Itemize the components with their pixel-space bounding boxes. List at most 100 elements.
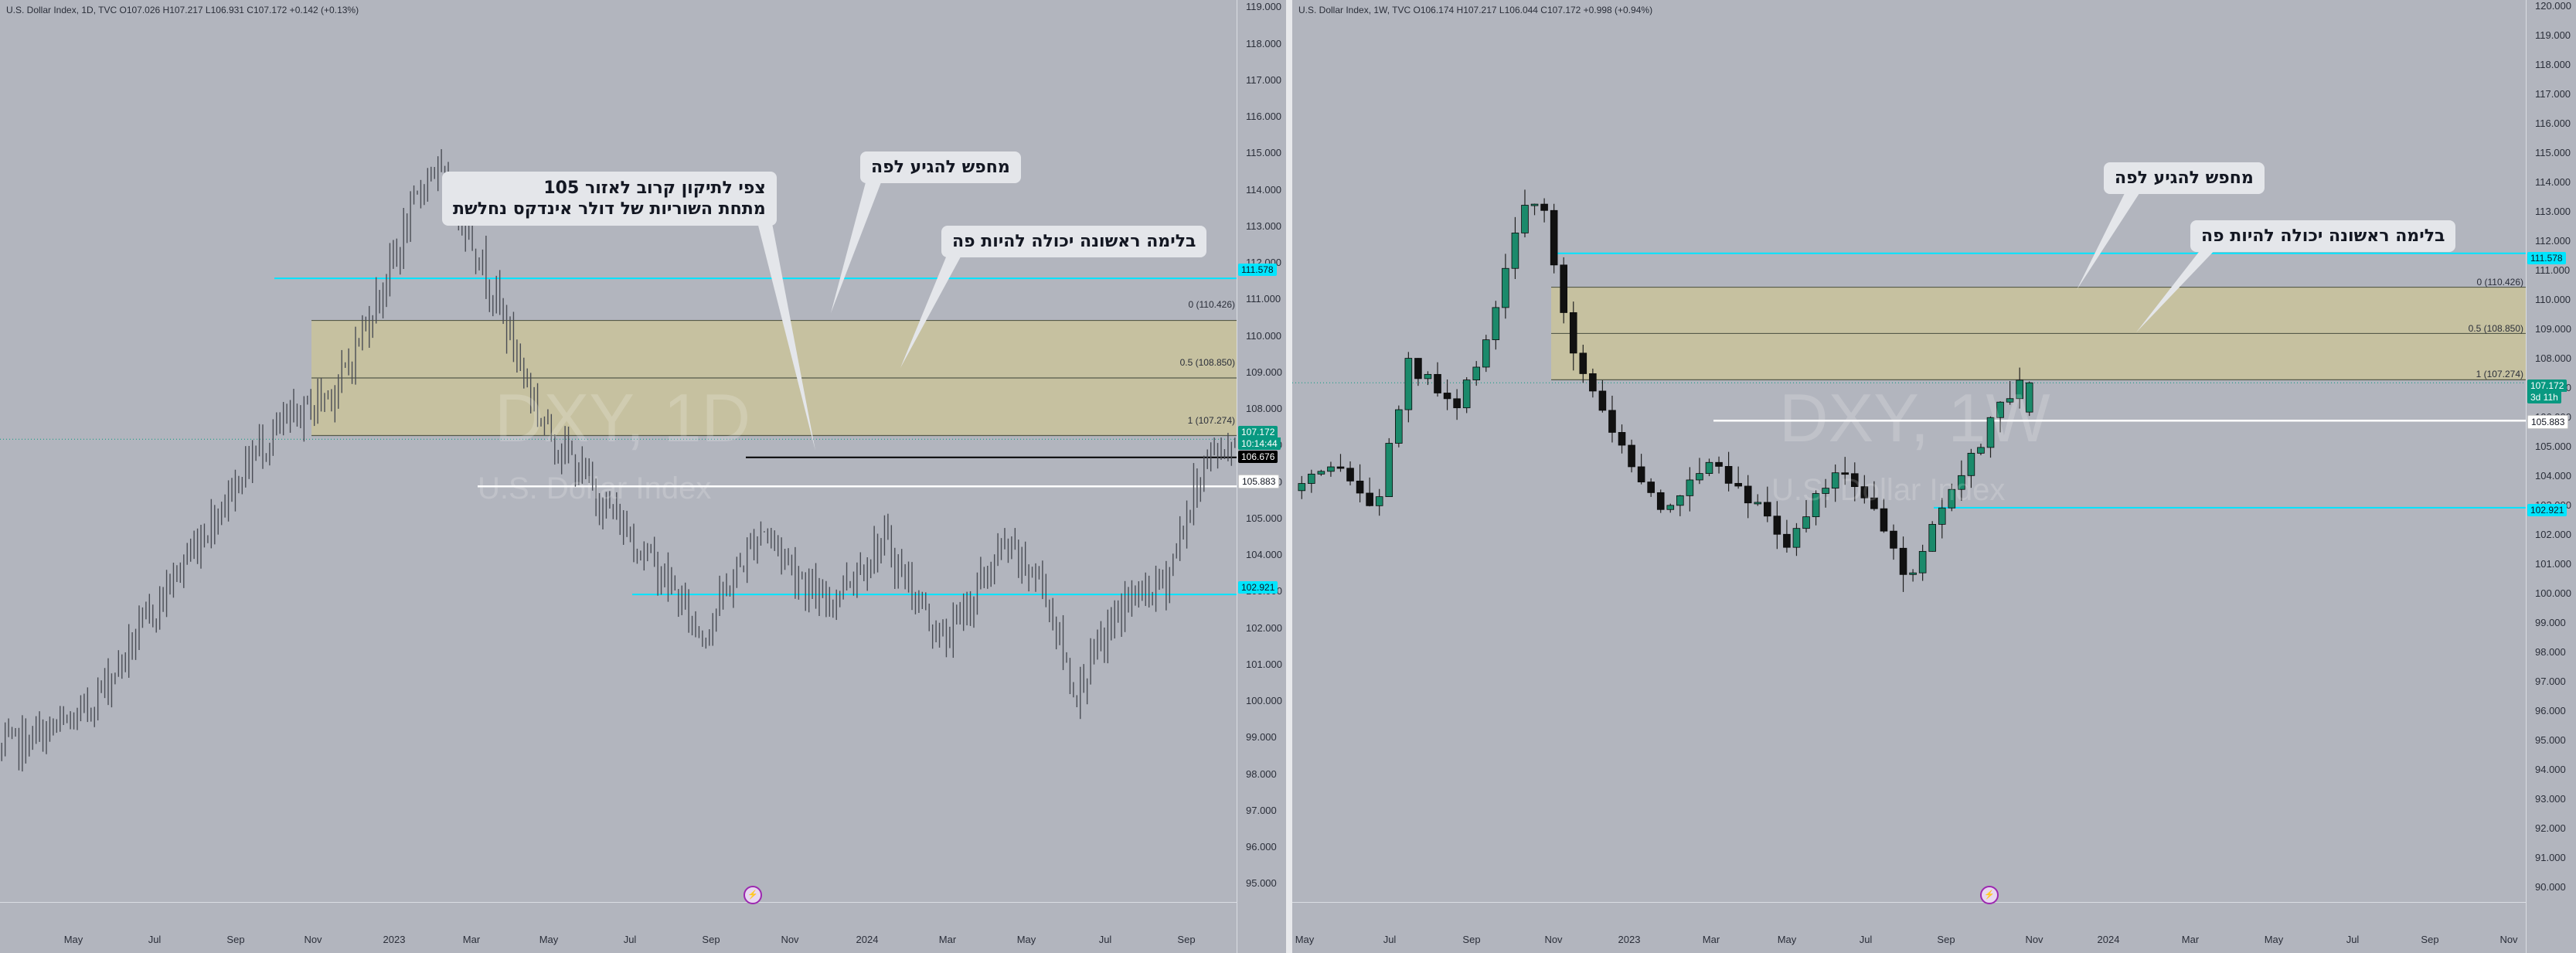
price-tick-label: 118.000	[1246, 37, 1282, 49]
pane-divider[interactable]	[1286, 0, 1292, 953]
candle-body	[1521, 205, 1529, 233]
watermark-symbol: DXY, 1D	[495, 379, 750, 456]
time-tick-label: 2023	[383, 934, 406, 945]
time-tick-label: Nov	[781, 934, 799, 945]
time-tick-label: Sep	[2421, 934, 2439, 945]
candle-body	[1812, 493, 1820, 518]
price-tag-cyan-top: 111.578	[1238, 264, 1277, 276]
candle-body	[1783, 533, 1791, 548]
candle-body	[1472, 366, 1481, 381]
candle-body	[2016, 379, 2023, 400]
event-icon[interactable]: ⚡	[1980, 886, 1999, 904]
candle-body	[1822, 488, 1829, 494]
time-tick-label: Mar	[1702, 934, 1720, 945]
price-tick-label: 101.000	[1246, 658, 1282, 670]
price-tick-label: 118.000	[2535, 58, 2571, 70]
candle-body	[1298, 483, 1306, 492]
candle-body	[1346, 468, 1354, 482]
price-tick-label: 97.000	[2535, 675, 2566, 687]
candle-body	[1715, 461, 1723, 467]
candle-body	[2025, 382, 2033, 413]
callout-target[interactable]: מחפש להגיע לפה	[860, 151, 1021, 183]
price-tick-label: 100.000	[2535, 587, 2571, 599]
candle-body	[1977, 447, 1985, 454]
price-tick-label: 93.000	[2535, 792, 2566, 805]
price-tag-white-line: 105.883	[2527, 415, 2569, 429]
candle-body	[1938, 507, 1946, 525]
price-tick-label: 115.000	[2535, 146, 2571, 158]
watermark-name: U.S. Dollar Index	[478, 471, 712, 505]
time-axis-border	[1292, 902, 2526, 903]
callout-correction[interactable]: צפי לתיקון קרוב לאזור 105 מתחת השוריות ש…	[442, 172, 777, 226]
time-tick-label: Jul	[1859, 934, 1873, 945]
candle-body	[1676, 495, 1684, 506]
price-tick-label: 96.000	[2535, 704, 2566, 716]
candle-body	[1511, 233, 1519, 269]
candle-body	[1453, 398, 1461, 409]
callout-pointer	[2077, 189, 2142, 290]
watermark-symbol: DXY, 1W	[1779, 379, 2050, 456]
candle-body	[1434, 373, 1441, 393]
candle-body	[1308, 473, 1315, 484]
candle-body	[1948, 488, 1956, 509]
price-tick-label: 100.000	[1246, 695, 1282, 707]
callout-pointer	[900, 250, 965, 368]
candle-body	[1492, 307, 1500, 341]
price-tag-countdown: 10:14:44	[1238, 437, 1281, 450]
chart-pane-daily[interactable]: DXY, 1D U.S. Dollar Index U.S. Dollar In…	[0, 0, 1286, 953]
candle-body	[1754, 502, 1762, 505]
candle-body	[1666, 505, 1675, 510]
candle-body	[1764, 502, 1771, 517]
time-tick-label: Jul	[2346, 934, 2360, 945]
candle-body	[1986, 417, 1995, 448]
candle-body	[1628, 444, 1635, 468]
chart-pane-weekly[interactable]: DXY, 1W U.S. Dollar Index U.S. Dollar In…	[1292, 0, 2576, 953]
candle-body	[1618, 432, 1626, 446]
time-tick-label: Mar	[462, 934, 481, 945]
price-tick-label: 108.000	[2535, 352, 2571, 364]
candle-body	[1686, 479, 1694, 496]
time-tick-label: 2024	[856, 934, 879, 945]
price-tag-cyan-top: 111.578	[2527, 252, 2566, 264]
time-tick-label: Jul	[623, 934, 637, 945]
price-tick-label: 120.000	[2535, 0, 2571, 12]
price-tick-label: 119.000	[2535, 29, 2571, 41]
price-tick-label: 109.000	[1246, 366, 1282, 378]
time-tick-label: 2024	[2097, 934, 2120, 945]
callout-first-stop[interactable]: בלימה ראשונה יכולה להיות פה	[2190, 220, 2456, 252]
price-tag-countdown: 3d 11h	[2527, 391, 2561, 403]
price-tick-label: 115.000	[1246, 147, 1282, 159]
price-tick-label: 119.000	[1246, 1, 1282, 13]
candle-body	[1918, 550, 1927, 574]
candle-body	[1385, 443, 1393, 498]
price-tag-cyan-bottom: 102.921	[2527, 504, 2567, 516]
candle-body	[1443, 393, 1451, 400]
time-tick-label: Mar	[938, 934, 957, 945]
candle-body	[1560, 264, 1567, 313]
candle-body	[1414, 358, 1422, 379]
time-tick-label: May	[1777, 934, 1797, 945]
callout-first-stop[interactable]: בלימה ראשונה יכולה להיות פה	[941, 226, 1207, 257]
time-axis-border	[0, 902, 1237, 903]
candle-body	[1802, 516, 1810, 529]
event-icon[interactable]: ⚡	[744, 886, 762, 904]
chart-legend: U.S. Dollar Index, 1W, TVC O106.174 H107…	[1298, 5, 1653, 15]
candle-body	[1841, 472, 1849, 475]
candle-body	[1890, 530, 1897, 549]
chart-legend: U.S. Dollar Index, 1D, TVC O107.026 H107…	[6, 5, 359, 15]
candle-body	[1734, 482, 1742, 487]
price-tick-label: 99.000	[2535, 616, 2566, 628]
candle-body	[1647, 482, 1655, 493]
price-tick-label: 114.000	[1246, 183, 1282, 196]
candle-body	[1598, 390, 1607, 411]
price-tick-label: 109.000	[2535, 322, 2571, 335]
weekly-chart-canvas[interactable]	[1292, 0, 2576, 953]
price-tick-label: 108.000	[1246, 403, 1282, 415]
daily-chart-canvas[interactable]	[0, 0, 1286, 953]
time-tick-label: May	[2264, 934, 2284, 945]
price-tag-white-line: 105.883	[1238, 475, 1280, 488]
callout-target[interactable]: מחפש להגיע לפה	[2104, 162, 2265, 194]
price-tick-label: 117.000	[2535, 87, 2571, 100]
candle-body	[1705, 461, 1713, 475]
price-tick-label: 102.000	[2535, 528, 2571, 540]
